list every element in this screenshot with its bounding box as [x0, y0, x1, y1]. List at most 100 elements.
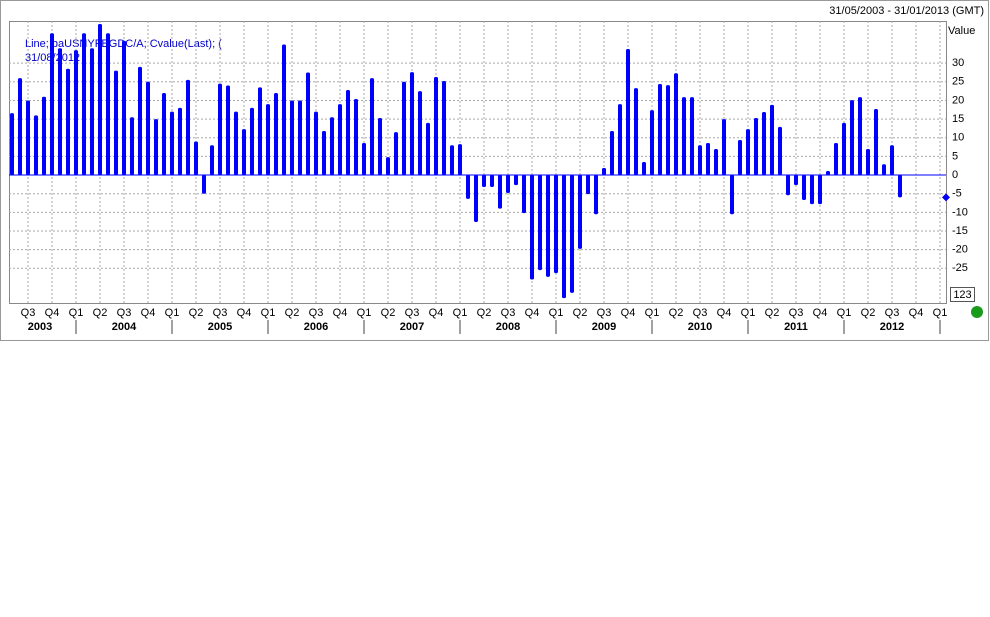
bar: [514, 175, 518, 186]
bar: [330, 117, 334, 176]
x-tick-label: Q4: [909, 307, 924, 319]
bar: [690, 97, 694, 176]
bar: [442, 81, 446, 176]
x-tick-label: Q2: [861, 307, 876, 319]
bar: [666, 85, 670, 176]
x-tick-label: Q3: [597, 307, 612, 319]
y-tick-label: 30: [952, 57, 964, 69]
bar: [618, 104, 622, 176]
bar: [890, 145, 894, 176]
x-tick-label: Q4: [525, 307, 540, 319]
x-tick-label: Q2: [477, 307, 492, 319]
x-tick-label: Q3: [885, 307, 900, 319]
bar: [410, 72, 414, 176]
x-tick-label: Q4: [813, 307, 828, 319]
x-tick-label: Q1: [741, 307, 756, 319]
bar: [290, 100, 294, 176]
bar: [538, 175, 542, 271]
bar: [770, 104, 774, 176]
bar: [362, 142, 366, 176]
bar: [834, 142, 838, 176]
bar: [778, 126, 782, 176]
x-tick-label: Q4: [717, 307, 732, 319]
year-label: 2004: [112, 321, 137, 333]
year-label: 2005: [208, 321, 232, 333]
bar: [610, 131, 614, 176]
bar: [714, 148, 718, 176]
bar: [34, 115, 38, 176]
y-tick-label: -20: [952, 244, 968, 256]
y-tick-label: 10: [952, 132, 964, 144]
x-tick-label: Q1: [453, 307, 468, 319]
bar: [682, 97, 686, 176]
y-tick-label: -5: [952, 188, 962, 200]
bar: [50, 33, 54, 176]
y-tick-label: -15: [952, 225, 968, 237]
year-label: 2012: [880, 321, 904, 333]
bar: [194, 141, 198, 176]
bar: [674, 73, 678, 176]
x-tick-label: Q4: [45, 307, 60, 319]
bar: [762, 112, 766, 176]
y-tick-label: 5: [952, 150, 958, 162]
bar: [354, 98, 358, 176]
x-tick-label: Q2: [669, 307, 684, 319]
bar: [626, 48, 630, 176]
x-tick-label: Q3: [117, 307, 132, 319]
bar: [842, 122, 846, 176]
bar: [898, 175, 902, 198]
bar: [242, 129, 246, 176]
status-dot[interactable]: [971, 306, 983, 318]
bar: [162, 92, 166, 176]
bar: [154, 119, 158, 176]
x-tick-label: Q4: [141, 307, 156, 319]
bar: [554, 175, 558, 274]
bar: [826, 170, 830, 176]
bar: [106, 33, 110, 176]
bar: [434, 76, 438, 176]
bar: [658, 84, 662, 176]
button-label[interactable]: 123: [953, 289, 971, 301]
bar: [314, 111, 318, 176]
bar: [738, 139, 742, 176]
bar: [10, 113, 14, 176]
bar: [594, 175, 598, 215]
year-label: 2008: [496, 321, 520, 333]
bar: [794, 175, 798, 186]
year-label: 2010: [688, 321, 712, 333]
bar: [186, 79, 190, 176]
bar: [298, 100, 302, 176]
bar: [114, 70, 118, 176]
bar: [18, 78, 22, 176]
bar: [258, 87, 262, 176]
bar: [146, 81, 150, 176]
bar: [266, 104, 270, 176]
y-tick-label: 0: [952, 169, 958, 181]
year-label: 2009: [592, 321, 616, 333]
bar: [754, 117, 758, 176]
bar: [570, 175, 574, 293]
bar: [506, 175, 510, 193]
x-tick-label: Q1: [261, 307, 276, 319]
x-tick-label: Q2: [285, 307, 300, 319]
bar: [282, 44, 286, 176]
bar: [58, 48, 62, 176]
x-tick-label: Q1: [165, 307, 180, 319]
bar: [498, 175, 502, 209]
bar: [466, 175, 470, 199]
bar: [546, 175, 550, 277]
button[interactable]: [950, 287, 975, 302]
year-label: 2003: [28, 321, 52, 333]
x-tick-label: Q4: [429, 307, 444, 319]
bar: [522, 175, 526, 214]
bar: [818, 175, 822, 205]
bar: [386, 157, 390, 176]
bar: [346, 90, 350, 176]
bar: [706, 142, 710, 176]
bar: [450, 145, 454, 176]
x-tick-label: Q3: [405, 307, 420, 319]
x-tick-label: Q1: [69, 307, 84, 319]
bar: [474, 175, 478, 223]
bar: [458, 144, 462, 176]
